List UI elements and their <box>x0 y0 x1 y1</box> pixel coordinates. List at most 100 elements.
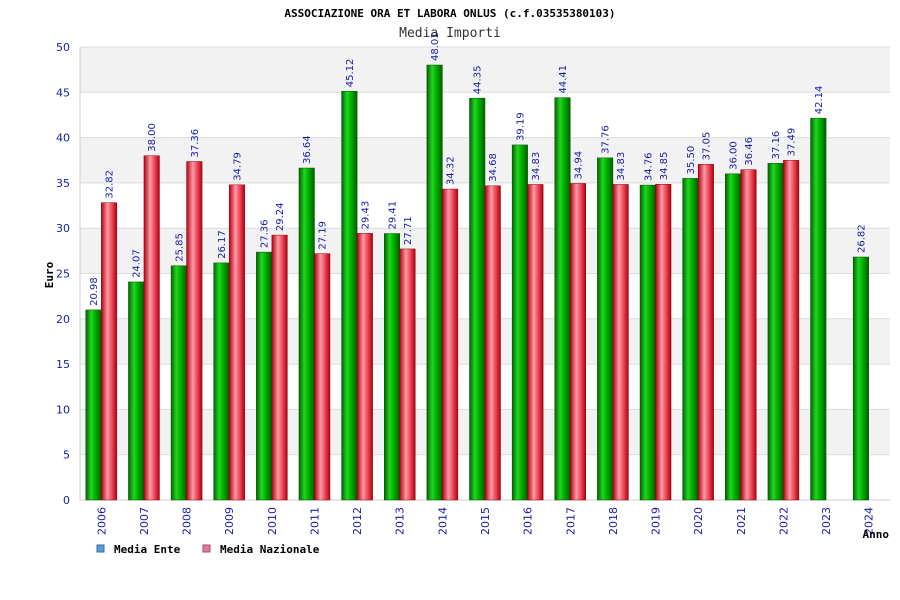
data-label: 34.68 <box>488 153 499 182</box>
bar-media-ente-2021 <box>725 173 742 501</box>
data-label: 32.82 <box>105 170 116 199</box>
x-tick-label: 2018 <box>607 507 620 535</box>
bar-media-ente-2009 <box>213 262 230 501</box>
y-axis-label: Euro <box>43 261 56 288</box>
data-label: 34.85 <box>659 152 670 181</box>
chart-subtitle: Media Importi <box>399 26 501 41</box>
data-label: 37.36 <box>190 129 201 158</box>
data-label: 37.49 <box>787 128 798 157</box>
x-tick-label: 2008 <box>181 507 194 535</box>
bars <box>85 64 869 501</box>
data-label: 37.16 <box>771 131 782 160</box>
bar-media-nazionale-2021 <box>740 169 757 501</box>
data-label: 27.19 <box>318 221 329 250</box>
data-label: 37.05 <box>701 132 712 161</box>
data-label: 44.41 <box>558 65 569 94</box>
bar-media-ente-2020 <box>682 178 699 501</box>
x-tick-label: 2006 <box>95 507 108 535</box>
bar-media-nazionale-2009 <box>228 184 245 501</box>
data-label: 29.24 <box>275 202 286 231</box>
bar-media-ente-2006 <box>85 309 102 501</box>
chart-title: ASSOCIAZIONE ORA ET LABORA ONLUS (c.f.03… <box>284 7 615 20</box>
bar-media-nazionale-2006 <box>101 202 118 501</box>
y-tick-label: 5 <box>63 449 70 462</box>
data-label: 45.12 <box>345 59 356 88</box>
bar-media-ente-2024 <box>852 256 869 501</box>
bar-media-ente-2023 <box>810 117 827 501</box>
y-tick-label: 50 <box>56 41 70 54</box>
legend-label-media-nazionale: Media Nazionale <box>220 543 320 556</box>
x-tick-label: 2024 <box>863 507 876 535</box>
y-tick-label: 0 <box>63 494 70 507</box>
bar-media-nazionale-2011 <box>314 253 331 501</box>
bar-media-ente-2013 <box>383 233 400 501</box>
bar-media-nazionale-2007 <box>143 155 160 501</box>
data-label: 36.64 <box>302 135 313 164</box>
data-label: 29.41 <box>387 201 398 230</box>
x-tick-label: 2010 <box>266 507 279 535</box>
bar-media-ente-2015 <box>469 97 486 501</box>
x-tick-label: 2014 <box>436 507 449 535</box>
x-tick-label: 2015 <box>479 507 492 535</box>
bar-media-ente-2022 <box>767 163 784 501</box>
data-label: 44.35 <box>473 66 484 95</box>
x-tick-label: 2011 <box>308 507 321 535</box>
y-axis-ticks: 0 5 10 15 20 25 30 35 40 45 50 <box>56 41 70 507</box>
bar-media-nazionale-2008 <box>186 161 203 501</box>
data-label: 29.43 <box>360 201 371 230</box>
y-tick-label: 35 <box>56 177 70 190</box>
data-label: 38.00 <box>147 123 158 152</box>
legend-swatch-media-nazionale <box>202 544 211 553</box>
data-labels: 20.98 32.82 24.07 38.00 25.85 37.36 26.17 34.79… <box>89 32 867 306</box>
data-label: 34.83 <box>616 152 627 181</box>
data-label: 27.71 <box>403 216 414 245</box>
data-label: 42.14 <box>814 86 825 115</box>
bar-media-ente-2012 <box>341 90 358 501</box>
data-label: 48.01 <box>430 32 441 61</box>
bar-media-ente-2017 <box>554 97 571 501</box>
y-tick-label: 15 <box>56 358 70 371</box>
x-tick-label: 2020 <box>692 507 705 535</box>
bar-media-nazionale-2018 <box>612 184 629 501</box>
bar-media-ente-2016 <box>511 144 528 501</box>
bar-media-nazionale-2012 <box>356 233 373 501</box>
x-axis-label: Anno <box>863 528 890 541</box>
legend-swatch-media-ente <box>96 544 105 553</box>
x-tick-label: 2009 <box>223 507 236 535</box>
x-axis-ticks: 2006 2007 2008 2009 2010 2011 2012 2013 2014 2015… <box>95 507 875 535</box>
x-tick-label: 2012 <box>351 507 364 535</box>
y-tick-label: 40 <box>56 132 70 145</box>
bar-media-nazionale-2016 <box>527 184 544 501</box>
x-tick-label: 2023 <box>820 507 833 535</box>
bar-media-nazionale-2010 <box>271 234 288 501</box>
data-label: 25.85 <box>174 233 185 262</box>
bar-media-nazionale-2019 <box>655 184 672 501</box>
data-label: 24.07 <box>132 249 143 278</box>
legend: Media Ente Media Nazionale <box>96 543 320 556</box>
plot-band <box>80 47 890 93</box>
y-tick-label: 45 <box>56 86 70 99</box>
x-tick-label: 2016 <box>522 507 535 535</box>
data-label: 27.36 <box>260 219 271 248</box>
bar-media-ente-2014 <box>426 64 443 501</box>
x-tick-label: 2019 <box>650 507 663 535</box>
bar-media-nazionale-2013 <box>399 248 416 501</box>
x-tick-label: 2013 <box>394 507 407 535</box>
bar-media-nazionale-2014 <box>442 188 459 501</box>
data-label: 39.19 <box>515 112 526 141</box>
data-label: 34.76 <box>643 152 654 181</box>
data-label: 36.46 <box>744 137 755 166</box>
data-label: 26.17 <box>217 230 228 259</box>
y-tick-label: 25 <box>56 268 70 281</box>
legend-label-media-ente: Media Ente <box>114 543 181 556</box>
data-label: 34.83 <box>531 152 542 181</box>
bar-media-ente-2007 <box>128 281 145 501</box>
bar-media-ente-2018 <box>597 157 614 501</box>
x-tick-label: 2007 <box>138 507 151 535</box>
data-label: 36.00 <box>729 141 740 170</box>
bar-media-ente-2019 <box>639 184 656 501</box>
bar-media-nazionale-2017 <box>570 183 587 501</box>
data-label: 34.94 <box>574 151 585 180</box>
data-label: 35.50 <box>686 146 697 175</box>
x-tick-label: 2017 <box>564 507 577 535</box>
